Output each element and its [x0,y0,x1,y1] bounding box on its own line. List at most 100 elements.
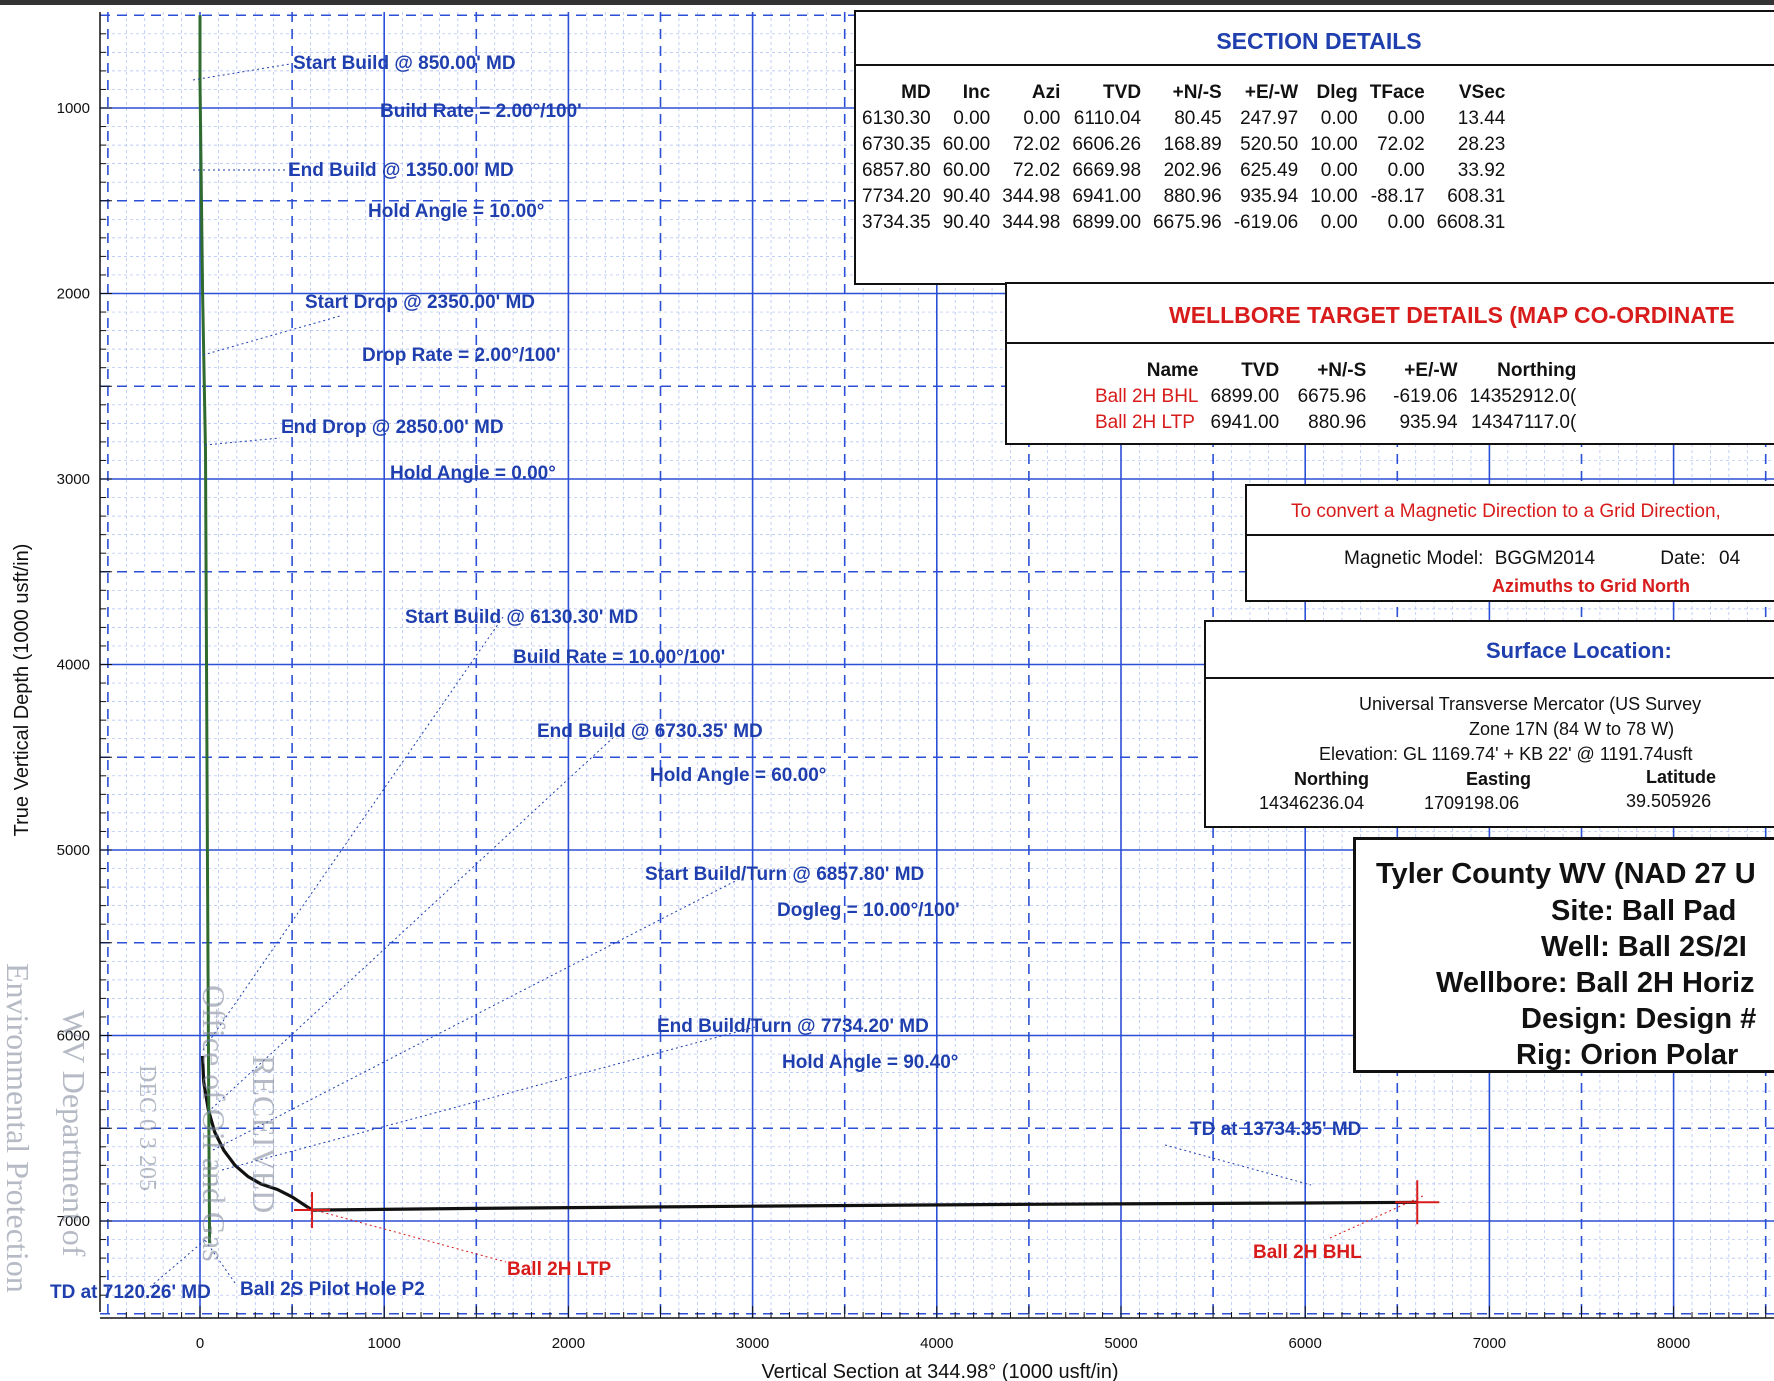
table-cell: 72.02 [1377,134,1425,155]
table-cell: 13.44 [1457,108,1506,129]
section-details-col-header: MD [901,82,931,103]
section-details-col-header: Dleg [1316,82,1358,103]
table-cell: 608.31 [1447,186,1506,207]
annotation-drop-rate-2: Drop Rate = 2.00°/100' [362,345,561,366]
stamp-office: Office of Oil and Gas [196,985,232,1262]
annotation-td-7120: TD at 7120.26' MD [50,1282,211,1303]
table-cell: 6110.04 [1073,108,1142,129]
magnetic-date-label: Date: [1660,548,1706,569]
section-details-col-header: TFace [1369,82,1425,103]
table-cell: 344.98 [1002,212,1061,233]
table-cell: -88.17 [1370,186,1425,207]
table-cell: 6899.00 [1072,212,1142,233]
table-cell: 72.02 [1012,134,1061,155]
table-cell: 880.96 [1308,412,1367,433]
x-tick-label: 2000 [552,1335,585,1352]
info-rig: Rig: Orion Polar [1516,1039,1739,1071]
table-cell: 168.89 [1163,134,1222,155]
surface-line2: Zone 17N (84 W to 78 W) [1469,719,1675,739]
surface-northing-label: Northing [1294,769,1369,789]
table-cell: 880.96 [1163,186,1222,207]
table-cell: -619.06 [1393,386,1458,407]
table-cell: 935.94 [1399,412,1458,433]
table-cell: 0.00 [1320,212,1358,233]
annotation-end-build-1350: End Build @ 1350.00' MD [288,160,514,181]
annotation-start-build-850: Start Build @ 850.00' MD [293,53,516,74]
annotation-start-build-turn-6857: Start Build/Turn @ 6857.80' MD [645,864,924,885]
table-cell: 60.00 [942,134,991,155]
surface-northing-value: 14346236.04 [1259,793,1365,813]
y-tick-label: 1000 [57,100,90,117]
table-cell: 625.49 [1240,160,1299,181]
y-tick-label: 4000 [57,657,90,674]
surface-location-panel: Surface Location: Universal Transverse M… [1204,620,1774,828]
section-details-panel: SECTION DETAILS MD Inc Azi TVD +N/-S +E/-W Dle… [854,10,1774,285]
x-tick-label: 4000 [920,1335,953,1352]
annotation-end-drop-2850: End Drop @ 2850.00' MD [281,417,504,438]
leader-line [221,1026,756,1171]
wellbore-target-table: Name TVD +N/-S +E/-W Northing Ball 2H BHL 689… [1007,358,1582,436]
leader-line [1164,1144,1312,1186]
surface-latitude-label: Latitude [1646,767,1716,787]
annotation-start-build-6130: Start Build @ 6130.30' MD [405,607,638,628]
section-details-col-header: Azi [1031,82,1061,103]
info-design: Design: Design # [1521,1003,1757,1035]
annotation-hold-angle-90: Hold Angle = 90.40° [782,1052,958,1073]
leader-line [306,1207,507,1263]
stamp-date: DEC 0 3 205 [134,1065,160,1191]
table-cell: 6941.00 [1210,412,1280,433]
info-well: Well: Ball 2S/2I [1541,931,1747,963]
surface-latitude-value: 39.505926 [1626,791,1712,811]
table-cell: -619.06 [1233,212,1299,233]
table-cell: 0.00 [1320,160,1358,181]
well-info-panel: Tyler County WV (NAD 27 U Site: Ball Pad… [1353,837,1774,1073]
surface-easting-value: 1709198.06 [1424,793,1520,813]
table-cell: 90.40 [942,212,991,233]
table-cell: 0.00 [1320,108,1358,129]
x-tick-label: 8000 [1657,1335,1690,1352]
leader-line [192,63,291,81]
y-tick-label: 5000 [57,842,90,859]
table-cell: 6606.26 [1072,134,1142,155]
stamp-environmental: Environmental Protection [0,963,36,1293]
table-cell: 3734.35 [862,212,931,233]
wellbore-target-col-header: +E/-W [1404,360,1458,381]
info-county: Tyler County WV (NAD 27 U [1376,858,1756,890]
wellbore-target-col-header: +N/-S [1317,360,1367,381]
wellbore-target-col-header: Name [1146,360,1199,381]
wellbore-target-col-header: TVD [1241,360,1280,381]
axes: 0 1000 2000 3000 4000 5000 6000 7000 8000 1000 200… [57,12,1774,1352]
well-path-0 [198,15,210,1056]
table-cell: 80.45 [1174,108,1222,129]
x-tick-label: 3000 [736,1335,769,1352]
table-cell: 6941.00 [1072,186,1142,207]
table-row: 7734.20 90.40 344.98 6941.00 880.96 935.94 10.… [856,184,1511,210]
annotation-build-rate-10: Build Rate = 10.00°/100' [513,647,725,668]
annotation-dogleg-10: Dogleg = 10.00°/100' [777,900,960,921]
table-cell: 6608.31 [1436,212,1506,233]
table-cell: 0.00 [1387,108,1425,129]
table-row: 3734.35 90.40 344.98 6899.00 6675.96 -619.06 0… [856,210,1511,236]
info-site: Site: Ball Pad [1551,895,1737,927]
table-cell: 0.00 [1387,212,1425,233]
well-path-1 [200,1055,1418,1212]
table-cell: 7734.20 [862,186,931,207]
table-cell: 6730.35 [862,134,931,155]
top-border [0,0,1774,5]
leader-line [204,1239,236,1284]
table-cell: 60.00 [942,160,991,181]
section-details-table: MD Inc Azi TVD +N/-S +E/-W Dleg TFace VSec 6130.… [856,80,1511,236]
target-markers [294,1180,1440,1229]
x-tick-label: 7000 [1473,1335,1506,1352]
annotation-hold-angle-60: Hold Angle = 60.00° [650,765,826,786]
surface-location-title: Surface Location: [1206,622,1774,679]
surface-easting-label: Easting [1466,769,1532,789]
table-cell: 0.00 [953,108,991,129]
table-cell: 202.96 [1163,160,1222,181]
wellbore-target-col-header: Northing [1497,360,1577,381]
section-details-col-header: +N/-S [1172,82,1222,103]
table-cell: 10.00 [1310,186,1358,207]
annotation-hold-angle-10: Hold Angle = 10.00° [368,201,544,222]
table-row: 6857.80 60.00 72.02 6669.98 202.96 625.49 0.00… [856,158,1511,184]
table-cell: 344.98 [1002,186,1061,207]
